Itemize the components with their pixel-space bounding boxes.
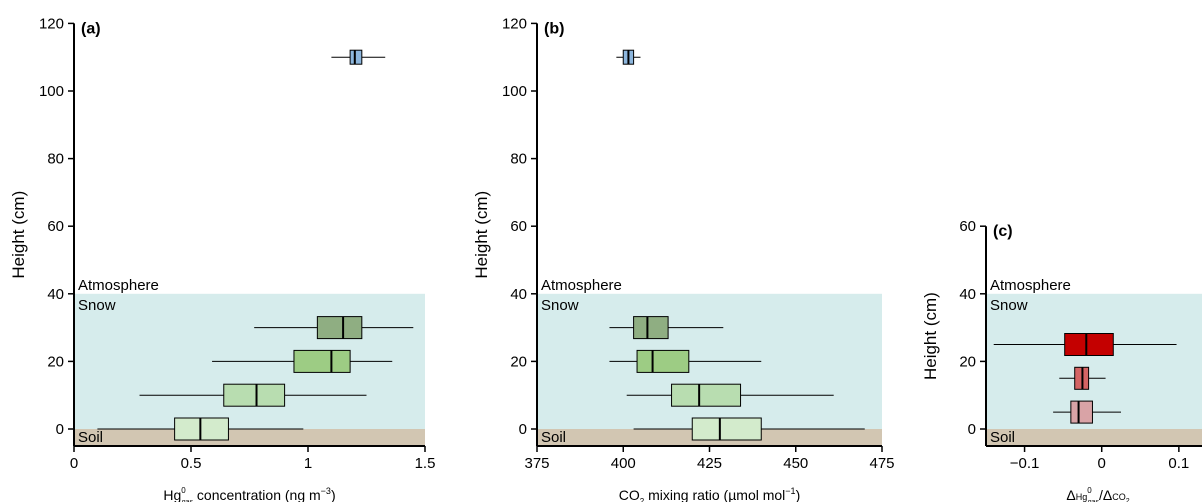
y-tick-label: 0: [519, 421, 527, 438]
box-iqr: [174, 417, 229, 441]
box-iqr: [1064, 333, 1114, 356]
y-tick-label: 20: [959, 353, 976, 370]
y-tick-label: 60: [959, 218, 976, 235]
box-height-110: [616, 49, 641, 65]
zone-label-snow: Snow: [990, 297, 1028, 314]
panel-label: (c): [993, 223, 1013, 240]
x-axis-label: ΔHg0gas/ΔCO2: [1066, 486, 1129, 502]
zone-label-soil: Soil: [78, 429, 103, 446]
y-tick-label: 20: [510, 353, 527, 370]
snow-zone: [986, 293, 1202, 429]
y-axis-label: Height (cm): [921, 292, 940, 380]
x-tick-label: 425: [697, 455, 722, 472]
panel-c: Atmosphere Snow Soil 0 20 40 60 −0.1 0 0.1 (c) Heig…: [921, 218, 1202, 502]
box-height-15: [1059, 366, 1106, 390]
box-iqr: [671, 383, 742, 407]
y-tick-label: 120: [39, 15, 64, 32]
box-height-110: [331, 49, 386, 65]
x-tick-label: 450: [783, 455, 808, 472]
x-tick-label: 0.1: [1168, 455, 1189, 472]
x-tick-label: −0.1: [1010, 455, 1040, 472]
box-height-20: [212, 349, 393, 373]
y-tick-label: 80: [47, 151, 64, 168]
zone-label-soil: Soil: [990, 429, 1015, 446]
box-height-0: [97, 417, 304, 441]
box-height-5: [1053, 400, 1121, 424]
y-tick-label: 40: [959, 286, 976, 303]
panel-label: (b): [544, 20, 564, 37]
zone-label-snow: Snow: [541, 297, 579, 314]
box-iqr: [293, 349, 351, 373]
soil-zone: [74, 429, 425, 447]
x-tick-label: 0.5: [181, 455, 202, 472]
x-tick-label: 475: [869, 455, 894, 472]
x-axis-label: Hg0gas concentration (ng m−3): [163, 486, 335, 502]
x-tick-label: 1.5: [415, 455, 436, 472]
y-tick-label: 40: [47, 286, 64, 303]
box-height-30: [609, 316, 724, 340]
box-height-10: [139, 383, 367, 407]
box-iqr: [633, 316, 669, 340]
x-tick-label: 400: [611, 455, 636, 472]
soil-zone: [986, 429, 1202, 447]
y-tick-label: 40: [510, 286, 527, 303]
box-height-20: [609, 349, 762, 373]
x-tick-label: 1: [304, 455, 312, 472]
y-tick-label: 60: [510, 218, 527, 235]
y-axis-label: Height (cm): [472, 191, 491, 279]
y-tick-label: 20: [47, 353, 64, 370]
zone-label-snow: Snow: [78, 297, 116, 314]
box-height-30: [254, 316, 414, 340]
x-tick-label: 375: [524, 455, 549, 472]
box-iqr: [316, 316, 363, 340]
y-tick-label: 60: [47, 218, 64, 235]
x-axis-label: CO2 mixing ratio (µmol mol−1): [619, 486, 800, 502]
panel-label: (a): [81, 20, 101, 37]
y-tick-label: 80: [510, 151, 527, 168]
box-height-0: [633, 417, 865, 441]
y-tick-label: 0: [968, 421, 976, 438]
box-height-25: [993, 333, 1177, 356]
zone-label-atmosphere: Atmosphere: [990, 277, 1071, 294]
y-tick-label: 0: [56, 421, 64, 438]
panel-b: Atmosphere Snow Soil 0 20 40 60 80 100 120 375 400 4…: [472, 15, 895, 502]
zone-label-atmosphere: Atmosphere: [78, 277, 159, 294]
box-iqr: [636, 349, 690, 373]
box-iqr: [223, 383, 286, 407]
box-iqr: [349, 49, 363, 65]
y-tick-label: 100: [39, 83, 64, 100]
y-axis-label: Height (cm): [9, 191, 28, 279]
box-iqr: [1070, 400, 1093, 424]
y-tick-label: 100: [502, 83, 527, 100]
x-tick-label: 0: [1098, 455, 1106, 472]
x-tick-label: 0: [70, 455, 78, 472]
box-height-10: [626, 383, 834, 407]
zone-label-atmosphere: Atmosphere: [541, 277, 622, 294]
zone-label-soil: Soil: [541, 429, 566, 446]
y-tick-label: 120: [502, 15, 527, 32]
box-iqr: [691, 417, 762, 441]
